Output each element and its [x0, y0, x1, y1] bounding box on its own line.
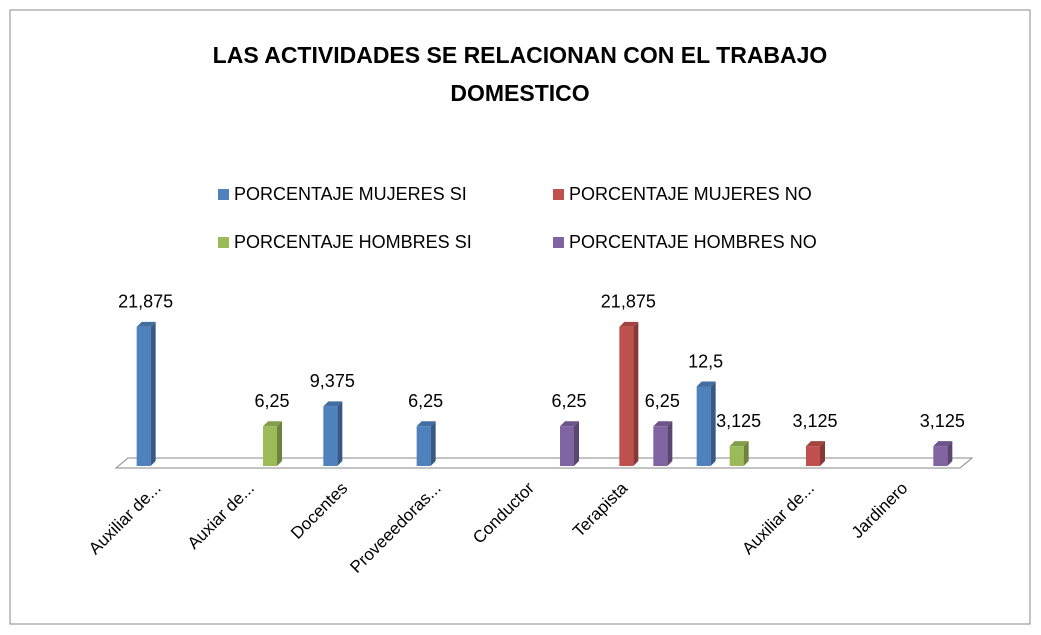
data-label: 6,25 [254, 391, 289, 411]
bar-top [619, 321, 639, 327]
bar-side [667, 421, 673, 466]
bar-side [277, 421, 282, 466]
legend-label: PORCENTAJE MUJERES NO [569, 184, 812, 204]
bar-top [933, 441, 953, 447]
legend-label: PORCENTAJE HOMBRES NO [569, 232, 817, 252]
bar-top [323, 401, 343, 407]
bar-side [633, 321, 639, 466]
bar [653, 426, 668, 466]
bar [136, 326, 151, 466]
chart-title: LAS ACTIVIDADES SE RELACIONAN CON EL TRA… [213, 42, 828, 68]
bar-top [653, 421, 673, 427]
data-label: 6,25 [551, 391, 586, 411]
bar [729, 446, 744, 466]
legend-swatch [553, 189, 564, 200]
legend-swatch [553, 237, 564, 248]
data-label: 3,125 [716, 411, 761, 431]
bar-side [743, 441, 749, 466]
data-label: 9,375 [310, 371, 355, 391]
bar [323, 406, 338, 466]
bar-side [430, 421, 436, 466]
floor [114, 457, 974, 469]
chart-title: DOMESTICO [450, 80, 589, 106]
bar-top [729, 441, 749, 447]
bar-top [560, 421, 579, 427]
chart-border [9, 9, 1031, 625]
bar-side [820, 441, 825, 466]
bar-top [263, 421, 282, 427]
bar-top [136, 321, 156, 327]
bar [933, 446, 948, 466]
data-label: 3,125 [920, 411, 965, 431]
bar [619, 326, 634, 466]
bar-top [696, 381, 716, 387]
legend-label: PORCENTAJE HOMBRES SI [234, 232, 472, 252]
data-label: 12,5 [688, 351, 723, 371]
bar-side [337, 401, 343, 466]
data-label: 21,875 [601, 292, 656, 312]
bar [560, 426, 574, 466]
data-label: 3,125 [792, 411, 837, 431]
bar-side [150, 321, 156, 466]
bar-side [947, 441, 953, 466]
legend-label: PORCENTAJE MUJERES SI [234, 184, 467, 204]
data-label: 6,25 [645, 391, 680, 411]
bar-top [806, 441, 825, 447]
bar-side [710, 381, 716, 466]
bar [416, 426, 431, 466]
legend-swatch [218, 189, 229, 200]
bar [263, 426, 277, 466]
bar [806, 446, 820, 466]
bar [696, 386, 711, 466]
data-label: 6,25 [408, 391, 443, 411]
legend-swatch [218, 237, 229, 248]
bar-side [574, 421, 579, 466]
data-label: 21,875 [118, 292, 173, 312]
bar-top [416, 421, 436, 427]
